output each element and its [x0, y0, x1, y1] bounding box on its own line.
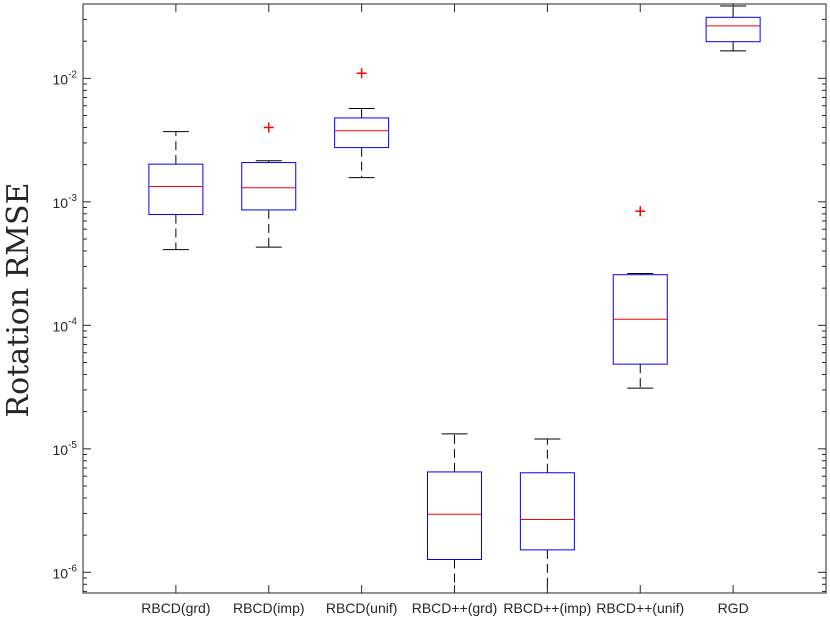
axes-frame [82, 3, 827, 594]
outlier-marker [356, 68, 367, 79]
x-category-label: RBCD++(unif) [596, 600, 684, 616]
box-iqr [427, 471, 482, 560]
box-iqr [241, 162, 297, 211]
outlier-marker [635, 206, 646, 217]
x-category-label: RBCD(unif) [326, 600, 398, 616]
y-tick-label: 10-5 [53, 440, 78, 458]
axes: 10-6 10-5 10-4 10-3 10-2 RBCD(grd) RBCD(imp) RB… [53, 3, 827, 616]
plot-area [148, 5, 761, 593]
y-axis-label: Rotation RMSE [1, 183, 36, 418]
x-category-label: RBCD++(grd) [412, 600, 498, 616]
x-category-label: RBCD(imp) [233, 600, 305, 616]
outlier-marker [263, 122, 274, 133]
x-category-label: RBCD(grd) [141, 600, 210, 616]
x-category-label: RBCD++(imp) [503, 600, 591, 616]
box-iqr [334, 117, 390, 149]
y-tick-label: 10-2 [53, 69, 78, 87]
box-iqr [148, 163, 204, 215]
y-tick-label: 10-6 [53, 563, 78, 581]
box-iqr [519, 472, 575, 551]
box-iqr [705, 16, 761, 43]
y-tick-label: 10-3 [53, 193, 78, 211]
x-category-label: RGD [718, 600, 749, 616]
y-tick-label: 10-4 [53, 316, 78, 334]
